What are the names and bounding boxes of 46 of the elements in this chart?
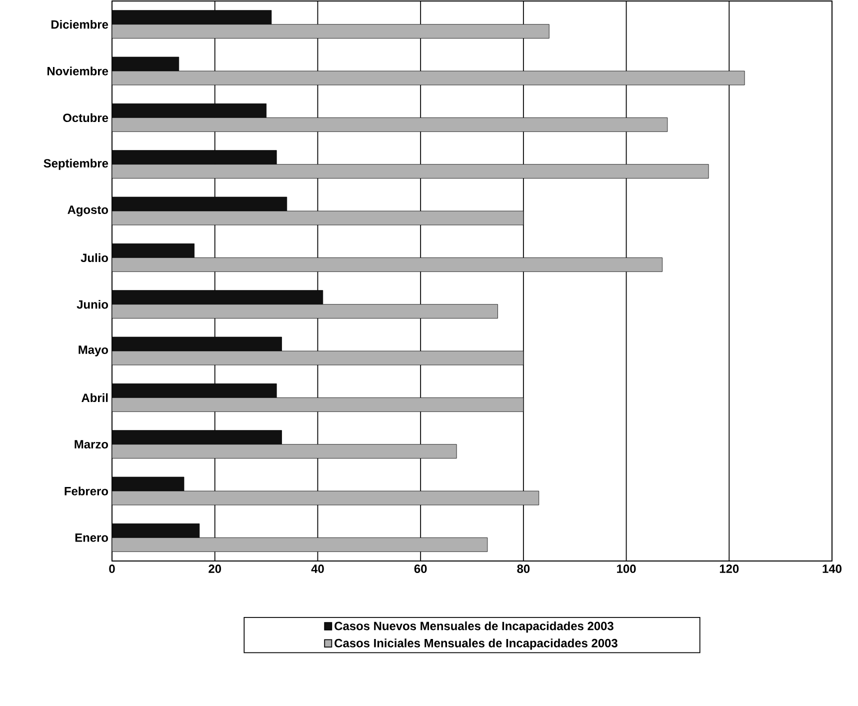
y-tick-label: Enero (75, 534, 108, 542)
bar (112, 490, 540, 506)
y-tick-label: Marzo (74, 440, 108, 448)
y-tick-label: Julio (80, 253, 108, 262)
x-tick-label: 80 (517, 564, 530, 573)
y-tick-label: Abril (82, 393, 108, 402)
y-tick-label: Noviembre (47, 66, 108, 76)
y-tick-label: Junio (76, 300, 108, 309)
bar (112, 397, 524, 412)
bar (112, 383, 277, 398)
bar (112, 444, 457, 459)
x-tick-label: 140 (822, 564, 842, 573)
x-tick-label: 60 (414, 564, 427, 573)
bar (112, 257, 662, 272)
bar (112, 103, 266, 118)
legend-label: Casos Iniciales Mensuales de Incapacidades 2003 (334, 638, 618, 650)
bar (112, 350, 524, 366)
y-tick-label: Diciembre (51, 20, 108, 29)
bar (112, 210, 524, 226)
y-tick-label: Agosto (68, 206, 108, 216)
bar (112, 290, 324, 305)
bar (112, 243, 194, 258)
x-tick-label: 20 (208, 564, 222, 573)
bar (112, 24, 550, 39)
bar (112, 70, 745, 86)
y-tick-label: Octubre (63, 113, 108, 122)
bar (112, 164, 709, 179)
bar (112, 523, 200, 538)
x-tick-label: 120 (720, 564, 739, 573)
bar (112, 150, 277, 165)
bar (112, 537, 488, 552)
x-tick-label: 0 (109, 564, 115, 573)
bar (112, 430, 282, 445)
y-tick-label: Mayo (78, 346, 108, 356)
bar (112, 304, 498, 319)
bar (112, 476, 184, 492)
legend-label: Casos Nuevos Mensuales de Incapacidades 2003 (334, 621, 614, 633)
bar (112, 56, 180, 72)
x-tick-label: 40 (311, 564, 324, 573)
y-tick-label: Febrero (64, 486, 108, 496)
bar (112, 336, 282, 352)
y-tick-label: Septiembre (44, 158, 108, 170)
bar (112, 196, 288, 212)
x-tick-label: 100 (617, 564, 636, 573)
bar (112, 117, 668, 132)
bar (112, 10, 272, 25)
